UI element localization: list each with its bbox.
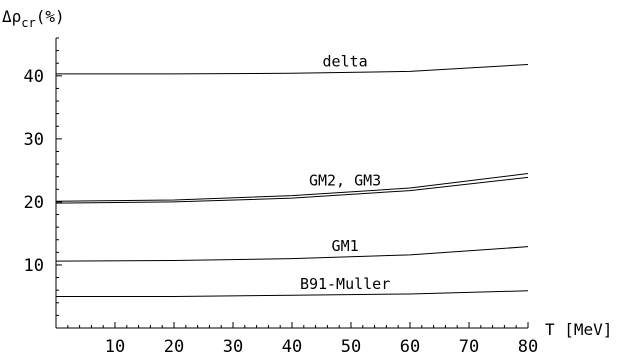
svg-text:Δρcr(%): Δρcr(%) — [2, 7, 65, 30]
curve-label: GM1 — [332, 237, 359, 255]
y-tick-label: 40 — [24, 67, 44, 87]
series-line-b91-muller — [56, 290, 529, 297]
x-axis-title: T [MeV] — [545, 320, 612, 339]
series-line-delta — [56, 63, 529, 75]
y-tick-label: 20 — [24, 193, 44, 213]
x-tick-label: 50 — [341, 337, 361, 357]
y-axis-title: Δρcr(%) — [2, 7, 65, 30]
series-line-gm2 — [55, 173, 529, 202]
y-axis-title-prefix: Δρ — [2, 7, 21, 26]
y-axis-title-subscript: cr — [21, 16, 35, 30]
x-tick-label: 10 — [105, 337, 125, 357]
series-lines — [55, 63, 529, 297]
x-tick-label: 60 — [400, 337, 420, 357]
x-tick-label: 20 — [164, 337, 184, 357]
curve-label: B91-Muller — [300, 275, 390, 293]
x-tick-label: 80 — [518, 337, 538, 357]
x-tick-label: 40 — [282, 337, 302, 357]
y-axis-title-suffix: (%) — [36, 7, 65, 26]
y-tick-label: 30 — [24, 130, 44, 150]
axis-ticks: 10 20 30 40 50 60 70 80 10 20 30 40 — [24, 37, 538, 357]
x-tick-label: 70 — [459, 337, 479, 357]
curve-label: GM2, GM3 — [309, 172, 381, 190]
curve-labels: delta GM2, GM3 GM1 B91-Muller — [300, 52, 390, 293]
series-line-gm1 — [55, 246, 529, 262]
y-tick-label: 10 — [24, 256, 44, 276]
x-tick-label: 30 — [223, 337, 243, 357]
series-line-gm3 — [55, 176, 529, 204]
curve-label: delta — [323, 52, 368, 70]
